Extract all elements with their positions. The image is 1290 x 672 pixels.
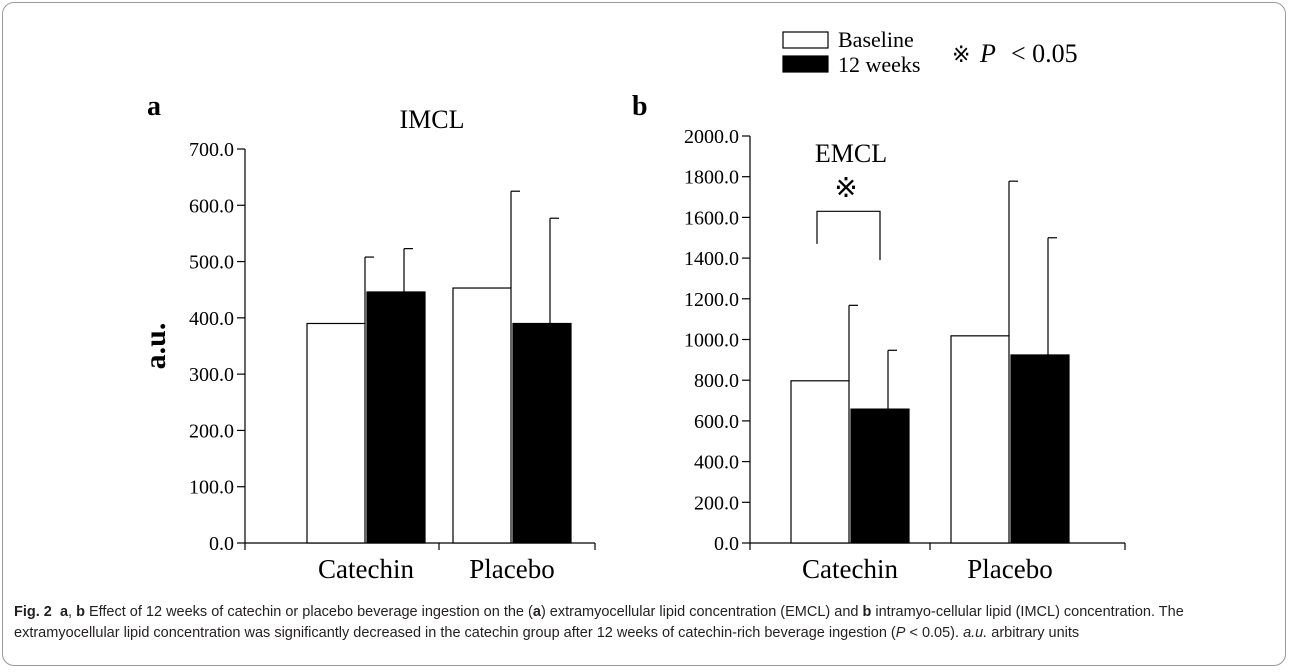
y-tick-label: 400.0 (189, 308, 234, 330)
x-tick-label: Placebo (469, 554, 554, 584)
panel-label-b: b (632, 91, 648, 122)
legend-sig-threshold: < 0.05 (1011, 39, 1078, 68)
bar-baseline (306, 322, 366, 544)
y-tick-label: 100.0 (189, 477, 234, 499)
y-tick-label: 400.0 (694, 452, 739, 474)
y-tick-label: 1600.0 (684, 207, 739, 229)
caption-au: a.u. (963, 625, 988, 641)
caption-fig-label: Fig. 2 (14, 604, 52, 620)
bar-12weeks (366, 291, 426, 544)
significance-bracket (816, 210, 881, 261)
caption-text-1: Effect of 12 weeks of catechin or placeb… (84, 604, 533, 620)
y-tick-label: 500.0 (189, 252, 234, 274)
y-tick-label: 1000.0 (684, 330, 739, 352)
caption-panel-b: b (76, 604, 85, 620)
y-tick-label: 200.0 (189, 420, 234, 442)
significance-marker: ※ (834, 171, 857, 204)
y-tick-label: 200.0 (694, 492, 739, 514)
caption-text-5: arbitrary units (987, 625, 1080, 641)
figure-charts: a IMCL 0.0 100.0 200.0 300.0 400.0 500.0 600.0 70… (139, 27, 1126, 584)
x-tick-label: Catechin (802, 554, 898, 584)
y-tick-label: 600.0 (694, 411, 739, 433)
y-tick-label: 2000.0 (684, 126, 739, 148)
y-tick-label: 0.0 (714, 533, 739, 555)
bar-12weeks (850, 408, 910, 544)
bar-baseline (790, 380, 850, 544)
y-tick-label: 1400.0 (684, 248, 739, 270)
panel-label-a: a (147, 91, 161, 122)
bar-12weeks (512, 322, 572, 544)
chart-title: IMCL (400, 105, 465, 134)
caption-text-4: < 0.05). (905, 625, 964, 641)
y-tick-label: 1800.0 (684, 167, 739, 189)
caption-panel-b-ref: b (862, 604, 872, 620)
y-tick-label: 800.0 (694, 370, 739, 392)
legend-label-baseline: Baseline (838, 27, 914, 52)
bar-baseline (452, 287, 512, 544)
x-tick-label: Placebo (967, 554, 1052, 584)
y-tick-label: 600.0 (189, 195, 234, 217)
caption-panel-a-ref: a (532, 604, 541, 620)
caption-text-2: ) extramyocellular lipid concentration (… (540, 604, 863, 620)
figure-caption: Fig. 2 a, b Effect of 12 weeks of catech… (14, 602, 1276, 644)
bar-12weeks (1010, 354, 1070, 544)
caption-text-3: intramyo-cellular lipid (IMCL) concentra… (14, 604, 1184, 641)
y-tick-label: 0.0 (209, 533, 234, 555)
y-tick-label: 700.0 (189, 139, 234, 161)
caption-p: P (895, 625, 906, 641)
bar-baseline (950, 335, 1010, 544)
caption-sep: , (68, 604, 77, 620)
legend-swatch-baseline (782, 31, 829, 49)
legend-sig-p: P (979, 39, 996, 68)
y-tick-label: 300.0 (189, 364, 234, 386)
legend-swatch-12weeks (782, 55, 829, 73)
y-tick-label: 1200.0 (684, 289, 739, 311)
x-tick-label: Catechin (318, 554, 414, 584)
legend-sig-symbol: ※ (952, 43, 970, 68)
chart-title: EMCL (815, 139, 887, 168)
legend-label-12weeks: 12 weeks (838, 52, 920, 77)
caption-panel-a: a (59, 604, 69, 620)
y-axis-label: a.u. (139, 323, 172, 370)
